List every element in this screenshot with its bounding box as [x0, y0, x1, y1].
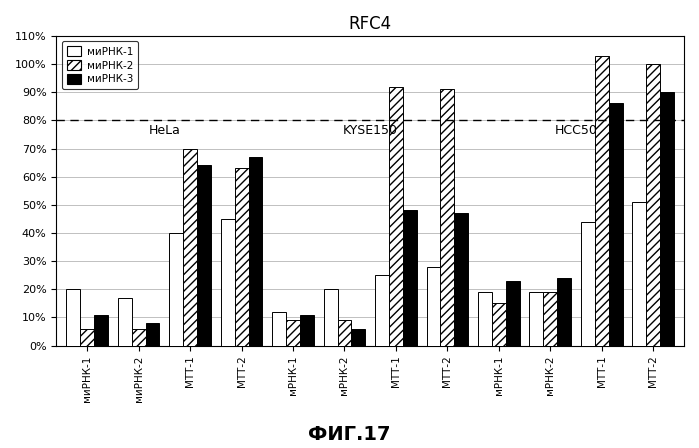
Bar: [543, 292, 557, 345]
Bar: [352, 329, 366, 345]
Bar: [646, 64, 660, 345]
Legend: миРНК-1, миРНК-2, миРНК-3: миРНК-1, миРНК-2, миРНК-3: [62, 41, 138, 90]
Bar: [660, 92, 674, 345]
Bar: [581, 222, 595, 345]
Bar: [557, 278, 571, 345]
Bar: [478, 292, 492, 345]
Bar: [324, 289, 338, 345]
Text: HCC50: HCC50: [554, 124, 598, 137]
Text: HeLa: HeLa: [148, 124, 180, 137]
Bar: [94, 314, 108, 345]
Bar: [249, 157, 262, 345]
Bar: [131, 329, 145, 345]
Text: ФИГ.17: ФИГ.17: [308, 425, 391, 444]
Bar: [389, 86, 403, 345]
Bar: [169, 233, 183, 345]
Bar: [403, 211, 417, 345]
Bar: [506, 281, 519, 345]
Bar: [338, 320, 352, 345]
Bar: [183, 149, 197, 345]
Bar: [118, 297, 131, 345]
Bar: [66, 289, 80, 345]
Bar: [80, 329, 94, 345]
Bar: [609, 103, 623, 345]
Bar: [235, 168, 249, 345]
Bar: [440, 90, 454, 345]
Bar: [529, 292, 543, 345]
Bar: [272, 312, 286, 345]
Bar: [286, 320, 300, 345]
Bar: [145, 323, 159, 345]
Bar: [492, 303, 506, 345]
Bar: [375, 275, 389, 345]
Bar: [197, 165, 211, 345]
Bar: [300, 314, 314, 345]
Bar: [221, 219, 235, 345]
Bar: [454, 213, 468, 345]
Title: RFC4: RFC4: [349, 15, 391, 33]
Bar: [426, 267, 440, 345]
Bar: [633, 202, 646, 345]
Text: KYSE150: KYSE150: [343, 124, 398, 137]
Bar: [595, 56, 609, 345]
